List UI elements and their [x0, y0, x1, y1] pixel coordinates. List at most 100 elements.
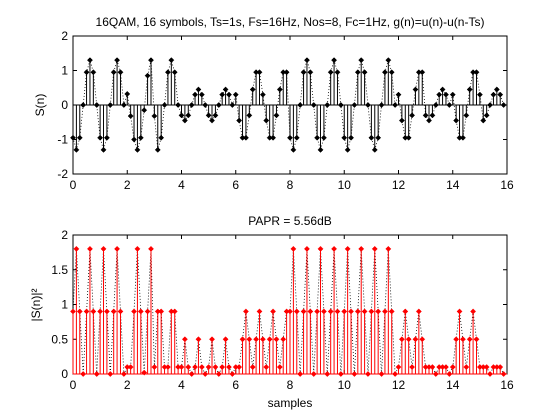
- stem-marker: [449, 91, 456, 98]
- stem-marker: [276, 86, 283, 93]
- stem-marker: [178, 364, 185, 371]
- stem-marker: [86, 245, 93, 252]
- stem-marker: [226, 91, 232, 98]
- stem-marker: [266, 336, 273, 343]
- stem-marker: [290, 146, 297, 153]
- stem-marker: [429, 112, 436, 119]
- stem-marker: [344, 245, 351, 252]
- stem-marker: [127, 113, 134, 119]
- stem-marker: [453, 336, 460, 343]
- stem-marker: [331, 245, 338, 252]
- stem-marker: [236, 117, 243, 124]
- stem-marker: [131, 136, 137, 143]
- stem-marker: [259, 336, 266, 343]
- stem-marker: [432, 371, 439, 377]
- stem-marker: [185, 112, 192, 119]
- stem-marker: [365, 102, 371, 108]
- stem-marker: [287, 134, 293, 141]
- stem-marker: [73, 146, 80, 153]
- stem-marker: [314, 308, 321, 315]
- stem-marker: [463, 364, 470, 371]
- stem-marker: [358, 57, 365, 64]
- series-signal: [70, 57, 507, 153]
- x-tick-label: 4: [178, 178, 185, 192]
- stem-marker: [151, 364, 158, 371]
- stem-marker: [117, 308, 124, 315]
- stem-marker: [300, 69, 307, 76]
- stem-marker: [385, 57, 392, 64]
- stem-marker: [154, 146, 161, 153]
- stem-marker: [459, 336, 466, 343]
- stem-marker: [348, 134, 354, 141]
- stem-marker: [432, 102, 439, 108]
- x-tick-label: 8: [287, 378, 294, 392]
- stem-marker: [500, 371, 507, 377]
- stem-marker: [195, 86, 202, 93]
- stem-marker: [107, 371, 114, 377]
- stem-marker: [324, 102, 331, 108]
- stem-marker: [487, 371, 494, 377]
- stem-marker: [317, 245, 324, 252]
- y-tick-label: 1: [61, 64, 68, 78]
- stem-marker: [483, 364, 490, 371]
- stem-marker: [120, 102, 127, 108]
- chart-title-signal: 16QAM, 16 symbols, Ts=1s, Fs=16Hz, Nos=8…: [96, 15, 485, 29]
- stem-marker: [473, 69, 480, 76]
- stem-marker: [466, 86, 473, 93]
- stem-marker: [354, 69, 361, 76]
- y-tick-label: 0.5: [51, 332, 68, 346]
- stem-marker: [249, 364, 256, 371]
- stem-marker: [137, 134, 144, 141]
- stem-marker: [297, 102, 304, 108]
- x-tick-label: 2: [124, 178, 131, 192]
- stem-marker: [297, 371, 304, 377]
- stem-marker: [178, 112, 185, 119]
- stem-marker: [93, 102, 100, 108]
- stem-marker: [158, 308, 165, 315]
- y-tick-label: 0: [61, 98, 68, 112]
- stem-marker: [290, 245, 297, 252]
- stem-marker: [348, 308, 354, 315]
- stem-marker: [76, 134, 83, 141]
- stem-marker: [188, 102, 195, 108]
- stem-marker: [443, 364, 449, 371]
- stem-marker: [371, 146, 378, 153]
- stem-marker: [192, 91, 199, 98]
- stem-marker: [246, 112, 253, 119]
- stem-marker: [141, 369, 148, 376]
- stem-marker: [124, 91, 131, 97]
- stem-marker: [198, 364, 205, 371]
- y-tick-label: -1: [57, 133, 68, 147]
- stem-marker: [371, 245, 378, 252]
- stem-marker: [439, 86, 446, 93]
- stem-marker: [212, 364, 219, 371]
- x-tick-label: 4: [178, 378, 185, 392]
- stem-marker: [375, 308, 382, 315]
- x-tick-label: 6: [232, 378, 239, 392]
- stem-marker: [249, 86, 256, 93]
- stem-marker: [270, 308, 277, 315]
- stem-marker: [320, 308, 327, 315]
- stem-marker: [232, 91, 239, 98]
- stem-marker: [259, 91, 266, 98]
- stem-marker: [151, 113, 158, 119]
- stem-marker: [381, 69, 388, 76]
- stem-marker: [253, 336, 260, 343]
- x-tick-label: 2: [124, 378, 131, 392]
- stem-marker: [134, 146, 141, 153]
- stem-marker: [103, 134, 110, 141]
- stem-marker: [127, 364, 134, 371]
- stem-marker: [300, 308, 307, 315]
- stem-marker: [337, 371, 344, 377]
- stem-marker: [283, 69, 290, 76]
- stem-marker: [392, 102, 399, 108]
- subplot-power: PAPR = 5.56dB |S(n)|² samples 0 2 4 6 8 10 12 1…: [29, 214, 514, 410]
- chart-title-power: PAPR = 5.56dB: [248, 214, 332, 228]
- stem-marker: [141, 107, 148, 114]
- stem-marker: [476, 91, 483, 98]
- stem-marker: [344, 146, 351, 153]
- y-axis-label-power: |S(n)|²: [29, 289, 43, 322]
- stem-marker: [446, 371, 453, 377]
- stem-marker: [361, 308, 368, 315]
- stem-marker: [500, 102, 507, 108]
